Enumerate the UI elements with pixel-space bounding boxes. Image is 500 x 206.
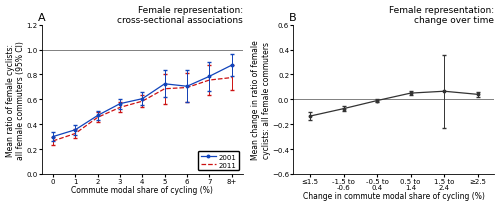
X-axis label: Change in commute modal share of cycling (%): Change in commute modal share of cycling… — [303, 192, 485, 200]
Legend: 2001, 2011: 2001, 2011 — [198, 151, 239, 171]
Text: B: B — [290, 13, 297, 23]
Y-axis label: Mean change in ratio of female
cyclists: all female commuters: Mean change in ratio of female cyclists:… — [251, 40, 270, 159]
Text: A: A — [38, 13, 46, 23]
Text: Female representation:
cross-sectional associations: Female representation: cross-sectional a… — [117, 6, 243, 25]
X-axis label: Commute modal share of cycling (%): Commute modal share of cycling (%) — [72, 186, 214, 194]
Y-axis label: Mean ratio of female cyclists:
all female commuters (95% CI): Mean ratio of female cyclists: all femal… — [6, 41, 25, 159]
Text: Female representation:
change over time: Female representation: change over time — [390, 6, 494, 25]
